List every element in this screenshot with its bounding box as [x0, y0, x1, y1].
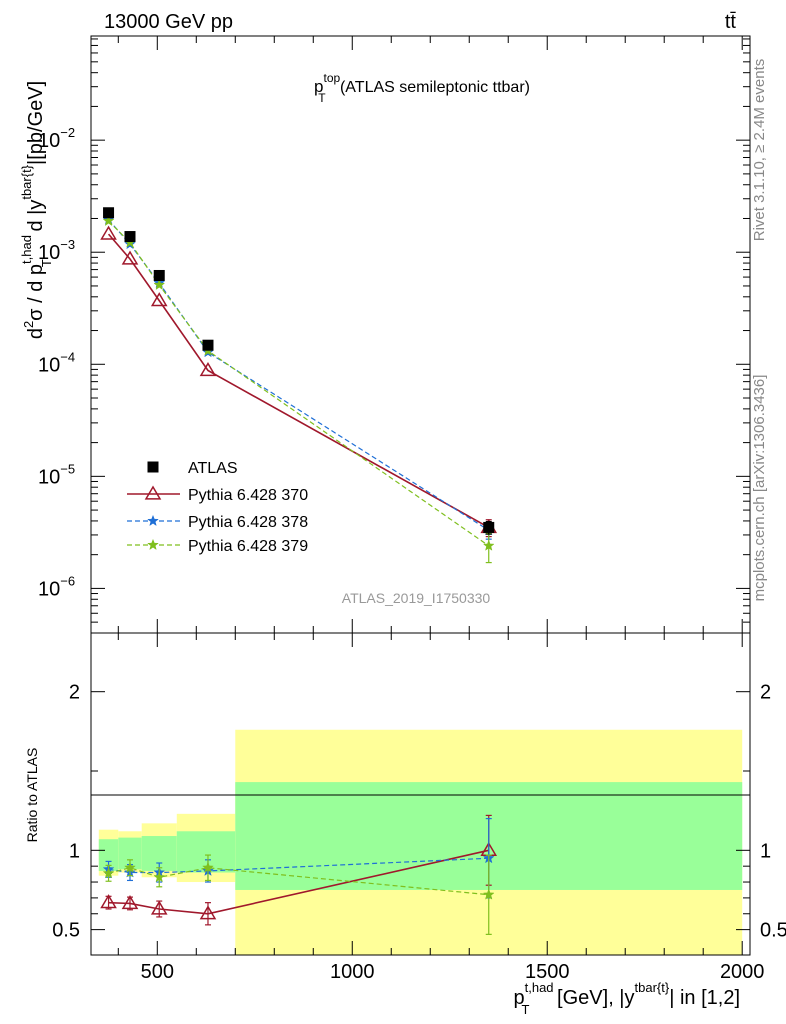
main-ytick-label-exp: −2 — [60, 125, 75, 140]
ratio-point — [199, 905, 217, 920]
main-ytick-label-base: 10 — [38, 466, 60, 488]
main-ytick-label-exp: −5 — [60, 461, 75, 476]
ratio-curves — [100, 814, 498, 935]
legend-marker — [147, 461, 159, 473]
band-68 — [118, 837, 142, 870]
main-title: ptop T (ATLAS semileptonic ttbar) — [314, 71, 530, 105]
ratio-point — [121, 894, 139, 910]
main-plot-panel: 10−610−510−410−310−2 ptop T (ATLAS semile… — [19, 35, 751, 634]
ratio-ytick-label: 1 — [69, 840, 80, 862]
ratio-ylabel: Ratio to ATLAS — [24, 748, 40, 843]
main-ytick-label: 10−5 — [38, 461, 75, 488]
main-series-line — [107, 233, 490, 529]
watermark: ATLAS_2019_I1750330 — [342, 590, 491, 606]
ratio-axis-ticks: 0.5 0.5 1 1 2 2 500 1000 1500 2000 — [52, 633, 786, 983]
main-axis-ticks: 10−610−510−410−310−2 — [38, 36, 750, 634]
ratio-frame — [90, 632, 751, 956]
rivet-label: Rivet 3.1.10, ≥ 2.4M events — [751, 59, 768, 242]
band-68 — [176, 831, 236, 873]
legend-label: Pythia 6.428 378 — [188, 514, 308, 531]
mcplots-label: mcplots.cern.ch [arXiv:1306.3436] — [751, 375, 768, 602]
legend-marker — [147, 514, 159, 527]
main-ytick-label-exp: −3 — [60, 237, 75, 252]
ratio-point — [124, 861, 136, 873]
legend-label: Pythia 6.428 370 — [188, 487, 308, 504]
main-ytick-label: 10−2 — [38, 125, 75, 152]
data-point — [124, 231, 136, 243]
main-series-point — [153, 278, 166, 291]
main-ytick-label-exp: −6 — [60, 573, 75, 588]
main-ytick-label: 10−3 — [38, 237, 75, 264]
ratio-point — [153, 871, 166, 883]
ratio-point — [102, 867, 115, 879]
ratio-ytick-label-right: 2 — [760, 682, 771, 704]
legend-marker — [144, 485, 162, 500]
ratio-uncertainty-bands — [98, 729, 743, 955]
data-point — [153, 269, 165, 281]
legend-label: Pythia 6.428 379 — [188, 538, 308, 555]
process-label: tt̄ — [725, 11, 737, 33]
main-ytick-label-exp: −4 — [60, 349, 75, 364]
ratio-ytick-label-right: 1 — [760, 840, 771, 862]
ratio-xtick-label: 1500 — [525, 961, 570, 983]
ratio-xtick-label: 500 — [141, 961, 174, 983]
main-ytick-label: 10−4 — [38, 349, 75, 376]
main-ytick-label: 10−6 — [38, 573, 75, 600]
x-axis-label: pt,had T [GeV], |ytbar{t}| in [1,2] — [514, 980, 741, 1017]
ratio-point — [150, 900, 168, 915]
main-curves — [100, 207, 498, 564]
ratio-ytick-label: 0.5 — [52, 920, 80, 942]
ratio-xtick-label: 2000 — [720, 961, 765, 983]
band-68 — [98, 839, 119, 871]
ratio-xtick-label: 1000 — [330, 961, 375, 983]
legend-marker — [147, 538, 159, 551]
ratio-point — [100, 894, 117, 909]
legend-label: ATLAS — [188, 460, 238, 477]
main-series-line — [108, 219, 490, 531]
data-point — [202, 339, 214, 351]
main-series-point — [150, 292, 168, 307]
ratio-point — [482, 888, 495, 900]
main-series-point — [100, 225, 117, 240]
main-ytick-label-base: 10 — [38, 130, 60, 152]
ratio-plot-panel: 0.5 0.5 1 1 2 2 500 1000 1500 2000 Ratio to ATLAS… — [24, 632, 786, 1017]
ratio-point — [202, 861, 214, 873]
main-ytick-label-base: 10 — [38, 354, 60, 376]
main-series-point — [482, 539, 495, 551]
main-series-point — [199, 362, 217, 377]
ratio-ytick-label: 2 — [69, 682, 80, 704]
ratio-ytick-label-right: 0.5 — [760, 920, 786, 942]
main-ylabel: d2σ / d pt,had T d |ytbar{t}|[pb/GeV] — [19, 81, 54, 339]
main-ytick-label-base: 10 — [38, 578, 60, 600]
main-ytick-label-base: 10 — [38, 242, 60, 264]
main-series-point — [121, 250, 139, 265]
data-point — [103, 207, 115, 219]
data-point — [483, 521, 495, 533]
energy-label: 13000 GeV pp — [104, 11, 233, 33]
main-series-point — [102, 214, 115, 227]
legend: ATLAS Pythia 6.428 370 Pythia 6.428 378 Pyt… — [127, 460, 308, 555]
